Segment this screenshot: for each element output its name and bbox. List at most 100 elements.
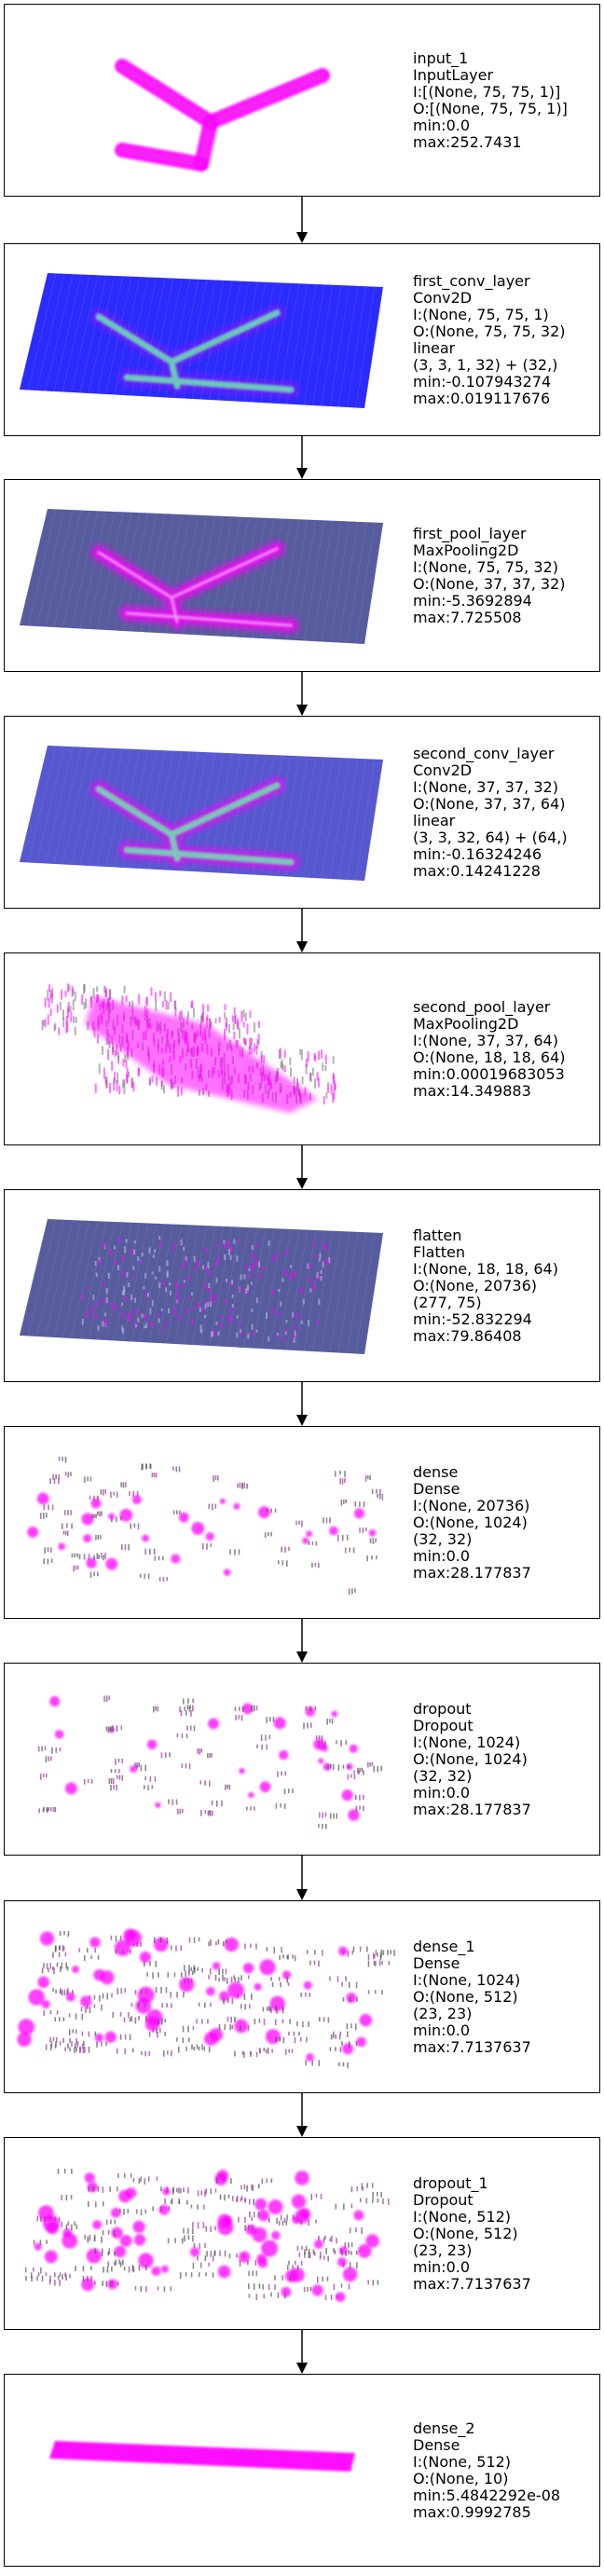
layer-info-line: I:(None, 512) (413, 2207, 512, 2226)
layer-activation-image (10, 486, 402, 665)
layer-info-line: (23, 23) (413, 2240, 473, 2259)
layer-type: MaxPooling2D (413, 541, 519, 559)
layer-type: Flatten (413, 1242, 465, 1261)
layer-activation-image (10, 250, 402, 430)
layer-type: Dropout (413, 2190, 474, 2209)
layer-box-flatten: flatten Flatten I:(None, 18, 18, 64) O:(Non… (4, 1189, 600, 1382)
layer-name: flatten (413, 1226, 462, 1244)
flow-arrow (296, 2093, 308, 2137)
layer-info: input_1 InputLayer I:[(None, 75, 75, 1)] O:… (413, 5, 568, 196)
layer-info-line: max:28.177837 (413, 1800, 531, 1818)
layer-info-line: (3, 3, 1, 32) + (32,) (413, 355, 558, 374)
layer-info-line: O:(None, 18, 18, 64) (413, 1048, 566, 1066)
layer-info-line: min:0.0 (413, 1783, 471, 1802)
layer-info-line: max:79.86408 (413, 1326, 522, 1345)
layer-info-line: min:-52.832294 (413, 1309, 532, 1328)
flow-arrow (296, 909, 308, 952)
layer-info-line: O:(None, 512) (413, 1987, 518, 2006)
layer-activation-image (10, 722, 402, 902)
layer-info: dropout Dropout I:(None, 1024) O:(None, 102… (413, 1664, 531, 1855)
layer-name: dropout_1 (413, 2173, 488, 2192)
layer-info-line: max:7.725508 (413, 608, 522, 626)
layer-box-dense_1: dense_1 Dense I:(None, 1024) O:(None, 512)(… (4, 1900, 600, 2093)
layer-box-dropout: dropout Dropout I:(None, 1024) O:(None, 102… (4, 1663, 600, 1856)
layer-type: Conv2D (413, 760, 473, 779)
layer-activation-image (10, 959, 402, 1139)
layer-visualization (19, 1218, 384, 1355)
layer-visualization (49, 2441, 355, 2472)
layer-visualization (17, 1928, 395, 2069)
layer-type: Conv2D (413, 288, 473, 307)
layer-info-line: max:7.7137637 (413, 2037, 531, 2056)
layer-type: Dropout (413, 1716, 474, 1734)
layer-info-line: max:7.7137637 (413, 2274, 531, 2293)
layer-info-line: O:(None, 512) (413, 2224, 518, 2242)
layer-info: second_conv_layer Conv2D I:(None, 37, 37, … (413, 717, 568, 908)
layer-info-line: (277, 75) (413, 1293, 482, 1311)
layer-info-line: min:5.4842292e-08 (413, 2486, 561, 2504)
layer-info-line: O:(None, 37, 37, 64) (413, 794, 566, 813)
layer-box-second_conv: second_conv_layer Conv2D I:(None, 37, 37, … (4, 716, 600, 909)
layer-box-first_pool: first_pool_layer MaxPooling2D I:(None, 75,… (4, 479, 600, 672)
layer-info-line: max:28.177837 (413, 1563, 531, 1582)
layer-activation-image (10, 1196, 402, 1376)
layer-info-line: min:-0.107943274 (413, 372, 552, 391)
layer-info-line: O:(None, 10) (413, 2469, 509, 2487)
layer-box-input: input_1 InputLayer I:[(None, 75, 75, 1)] O:… (4, 4, 600, 197)
layer-info: flatten Flatten I:(None, 18, 18, 64) O:(Non… (413, 1190, 558, 1381)
layer-visualization (41, 983, 337, 1113)
layer-info-line: max:0.019117676 (413, 389, 551, 407)
layer-activation-image (10, 2144, 402, 2323)
layer-info-line: linear (413, 811, 456, 829)
flow-arrow (296, 2330, 308, 2374)
layer-activation-image (10, 10, 402, 190)
layer-type: InputLayer (413, 65, 494, 84)
layer-type: Dense (413, 1479, 460, 1498)
layer-info-line: max:0.14241228 (413, 861, 541, 880)
layer-info: second_pool_layer MaxPooling2D I:(None, 37… (413, 953, 566, 1144)
layer-name: dense (413, 1462, 459, 1481)
layer-name: first_pool_layer (413, 524, 527, 542)
layer-activation-image (10, 1432, 402, 1612)
layer-info: dense_1 Dense I:(None, 1024) O:(None, 512)(… (413, 1901, 531, 2092)
layer-info-line: min:0.0 (413, 2257, 471, 2276)
layer-info: first_pool_layer MaxPooling2D I:(None, 75,… (413, 480, 566, 671)
layer-info-line: min:0.0 (413, 116, 471, 134)
layer-info-line: I:[(None, 75, 75, 1)] (413, 82, 561, 101)
layer-info-line: max:252.7431 (413, 132, 522, 151)
layer-info: dense Dense I:(None, 20736) O:(None, 1024)(… (413, 1427, 531, 1618)
layer-info-line: min:0.0 (413, 1546, 471, 1565)
flow-arrow (296, 1619, 308, 1663)
layer-info-line: I:(None, 37, 37, 64) (413, 1031, 558, 1049)
layer-box-second_pool: second_pool_layer MaxPooling2D I:(None, 37… (4, 952, 600, 1145)
layer-type: MaxPooling2D (413, 1014, 519, 1033)
layer-info-line: O:(None, 75, 75, 32) (413, 322, 566, 340)
layer-info-line: O:(None, 37, 37, 32) (413, 574, 566, 593)
layer-info-line: O:(None, 1024) (413, 1513, 528, 1531)
layer-visualization (24, 2168, 390, 2302)
flow-arrow (296, 197, 308, 243)
layer-info-line: O:(None, 1024) (413, 1749, 528, 1768)
layer-info-line: I:(None, 20736) (413, 1496, 530, 1514)
layer-activation-image (10, 2380, 402, 2560)
layer-info-line: (23, 23) (413, 2004, 473, 2022)
layer-info: dropout_1 Dropout I:(None, 512) O:(None, 51… (413, 2138, 531, 2329)
flow-arrow (296, 436, 308, 479)
layer-visualization (115, 59, 330, 171)
layer-info-line: I:(None, 1024) (413, 1733, 521, 1751)
layer-name: dense_1 (413, 1937, 475, 1955)
layer-activation-image (10, 1669, 402, 1849)
layer-type: Dense (413, 1953, 460, 1972)
layer-info-line: (32, 32) (413, 1766, 473, 1785)
layer-info-line: O:[(None, 75, 75, 1)] (413, 99, 568, 117)
layer-name: second_conv_layer (413, 744, 555, 762)
layer-info-line: I:(None, 18, 18, 64) (413, 1259, 558, 1278)
layer-box-dense: dense Dense I:(None, 20736) O:(None, 1024)(… (4, 1426, 600, 1619)
layer-info-line: max:14.349883 (413, 1081, 531, 1100)
layer-info-line: I:(None, 512) (413, 2452, 512, 2471)
layer-info-line: linear (413, 338, 456, 357)
layer-name: dropout (413, 1699, 472, 1718)
layer-name: input_1 (413, 48, 469, 67)
layer-info-line: I:(None, 1024) (413, 1970, 521, 1989)
layer-info: first_conv_layer Conv2D I:(None, 75, 75, 1… (413, 244, 566, 435)
